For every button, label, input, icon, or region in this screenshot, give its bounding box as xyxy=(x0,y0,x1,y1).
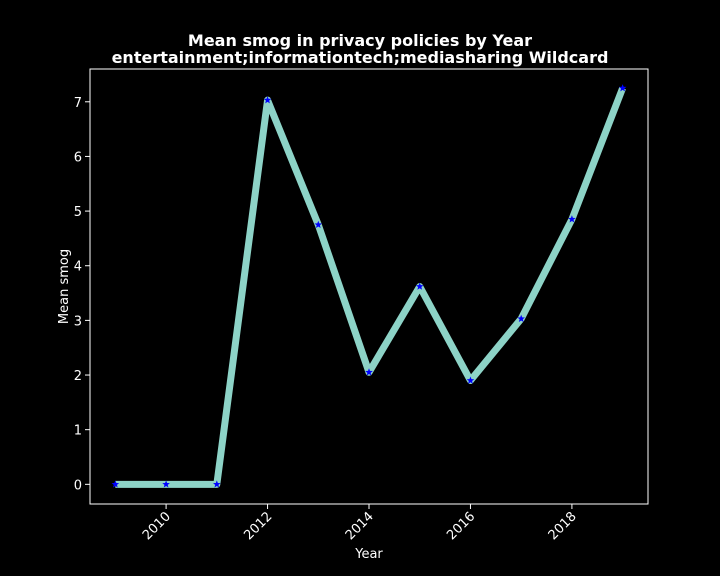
x-axis-label: Year xyxy=(354,547,383,562)
data-point-marker xyxy=(466,376,475,384)
data-point-marker xyxy=(618,84,627,92)
data-point-marker xyxy=(568,215,576,223)
y-tick-label: 6 xyxy=(74,150,82,165)
x-tick-label: 2016 xyxy=(444,509,478,543)
y-axis-label: Mean smog xyxy=(57,249,72,324)
data-point-marker xyxy=(415,282,424,290)
x-tick-label: 2014 xyxy=(343,509,377,543)
data-layer xyxy=(111,84,627,488)
x-tick-label: 2012 xyxy=(241,509,275,543)
x-axis-ticks: 2010 2012 2014 2016 2018 xyxy=(140,504,580,543)
data-point-marker xyxy=(517,314,525,322)
chart-title-line-1: Mean smog in privacy policies by Year xyxy=(187,31,533,50)
y-tick-label: 5 xyxy=(74,205,82,220)
y-axis-ticks: 0 1 2 3 4 5 6 7 xyxy=(74,96,90,493)
data-point-marker xyxy=(365,368,373,376)
data-point-marker xyxy=(162,480,170,488)
data-point-marker xyxy=(111,480,120,488)
axes-frame xyxy=(89,68,649,505)
plot-area xyxy=(89,68,649,505)
y-tick-label: 7 xyxy=(74,96,82,111)
y-tick-label: 4 xyxy=(74,260,82,275)
data-point-marker xyxy=(213,480,221,488)
x-tick-label: 2018 xyxy=(546,509,580,543)
y-tick-label: 1 xyxy=(74,424,82,439)
data-point-marker xyxy=(314,220,323,228)
y-tick-label: 0 xyxy=(74,478,82,493)
x-tick-label: 2010 xyxy=(140,509,174,543)
data-point-marker xyxy=(263,96,272,104)
y-tick-label: 3 xyxy=(74,314,82,329)
y-tick-label: 2 xyxy=(74,369,82,384)
chart-title-line-2: entertainment;informationtech;mediashari… xyxy=(111,48,609,67)
